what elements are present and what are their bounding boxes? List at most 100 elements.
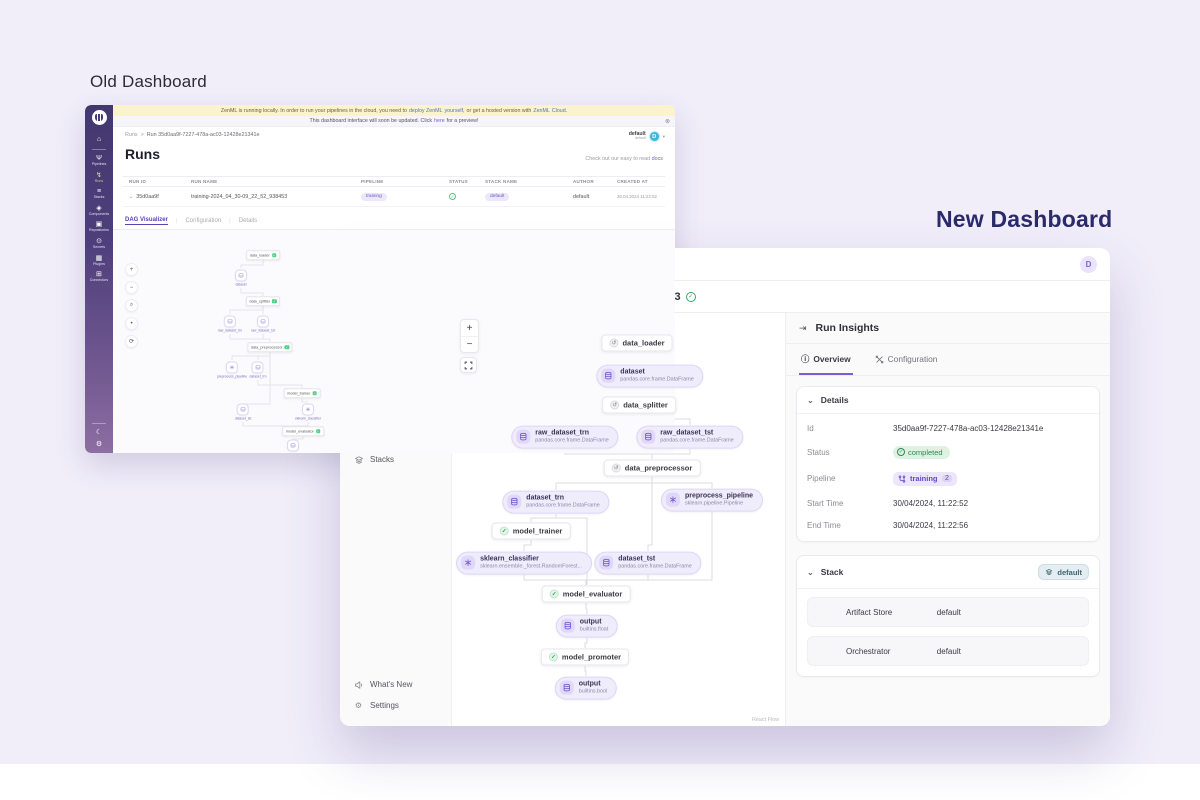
sidebar-item-settings[interactable]: ⚙ Settings [354,701,399,710]
step-node-data-splitter[interactable]: ↺ data_splitter [602,396,676,414]
breadcrumb-runs[interactable]: Runs [125,132,138,138]
refresh-button[interactable]: ⟳ [125,335,138,348]
old-step-node[interactable]: model_evaluator ✓ [282,426,324,436]
stack-row-artifact-store[interactable]: Artifact Store default [807,597,1089,627]
old-dag-controls: + − ⌕ • ⟳ [125,263,138,348]
update-banner: This dashboard interface will soon be up… [113,116,675,127]
pipeline-badge[interactable]: training 2 [893,471,958,486]
pipeline-badge[interactable]: training [361,192,387,201]
old-artifact-node[interactable]: ⛁output [287,439,299,453]
sidebar-item-secrets[interactable]: ⊙ Secrets [92,237,106,249]
sidebar-item-repositories[interactable]: ▣ Repositories [89,221,109,233]
dag-canvas[interactable]: + − ↺ data_loader dataset pandas.core.fram… [452,313,785,726]
artifact-node-preprocess-pipeline[interactable]: preprocess_pipeline sklearn.pipeline.Pipe… [660,488,764,512]
stack-card-header[interactable]: ⌄ Stack default [797,556,1099,589]
fit-view-button[interactable] [460,357,477,373]
docs-link[interactable]: docs [651,156,663,162]
sidebar-item-components[interactable]: ◈ Components [88,204,110,216]
stacks-icon [1046,569,1053,576]
old-step-node[interactable]: data_splitter ✓ [245,296,281,306]
stack-row-orchestrator[interactable]: Orchestrator default [807,636,1089,666]
tab-configuration[interactable]: Configuration [185,218,222,224]
sidebar-item-whats-new[interactable]: What's New [347,674,444,695]
avatar[interactable]: D [1080,255,1097,273]
panel-title: Run Insights [815,322,880,334]
stack-default-badge[interactable]: default [1038,564,1089,580]
database-icon [599,556,614,570]
database-icon: ⛁ [287,439,299,452]
tab-details[interactable]: Details [238,218,258,224]
zenml-link[interactable]: ZenML [533,107,550,114]
old-dag-canvas[interactable]: + − ⌕ • ⟳ [113,229,675,453]
fit-view-button[interactable]: ⌕ [125,299,138,312]
step-node-model-promoter[interactable]: ✓ model_promoter [540,648,630,666]
step-node-data-loader[interactable]: ↺ data_loader [601,334,673,352]
old-artifact-node[interactable]: ✳ sklearn_classifier [295,403,321,421]
old-artifact-node[interactable]: ⛁ dataset_tst [235,403,251,421]
avatar[interactable]: D [648,131,660,142]
new-dashboard-window: D 8a7fab43-37... ⇤ training-2024_04_30-0… [340,248,1110,726]
zoom-in-button[interactable]: + [466,322,473,334]
stacks-icon: ≡ [96,188,102,196]
react-flow-attribution[interactable]: React Flow [752,717,779,723]
lock-button[interactable]: • [125,317,138,330]
artifact-node-raw-dataset-tst[interactable]: raw_dataset_tst pandas.core.frame.DataFra… [636,425,744,449]
old-step-node[interactable]: model_trainer ✓ [283,388,321,398]
megaphone-icon [353,680,364,690]
zenml-logo[interactable] [91,110,107,125]
yourself-link[interactable]: yourself, [444,107,465,114]
old-artifact-node[interactable]: ⛁ raw_dataset_trn [218,315,242,333]
old-step-node[interactable]: data_loader ✓ [246,250,280,260]
page-bottom-strip [0,764,1200,800]
step-node-model-evaluator[interactable]: ✓ model_evaluator [541,585,631,603]
status-badge: ✓ completed [893,445,950,459]
sidebar-item-pipelines[interactable]: Ψ Pipelines [91,155,107,166]
details-card: ⌄ Details Id 35d0aa9f-7227-478a-ac03-124… [796,386,1100,542]
old-artifact-node[interactable]: ⛁ dataset [235,269,247,287]
zoom-out-button[interactable]: − [461,336,478,352]
table-row[interactable]: ⌄ 35d0aa9f training-2024_04_30-09_22_52_9… [123,187,665,207]
tab-dag-visualizer[interactable]: DAG Visualizer [125,217,168,225]
database-icon [560,619,575,633]
stack-badge[interactable]: default [485,192,510,201]
details-card-header[interactable]: ⌄ Details [797,387,1099,414]
expand-row-icon[interactable]: ⌄ [129,193,134,200]
gear-icon: ⚙ [354,701,363,710]
step-cached-icon: ↺ [609,338,619,348]
deploy-zenml-link[interactable]: deploy ZenML [408,107,443,114]
settings-button[interactable]: ⚙ [96,441,102,448]
artifact-node-output-float[interactable]: output builtins.float [555,614,619,638]
zoom-out-button[interactable]: − [125,281,138,294]
old-artifact-node[interactable]: ⛁ raw_dataset_tst [251,315,275,333]
sidebar-item-runs[interactable]: ↯ Runs [94,171,104,183]
detail-row-end-time: End Time 30/04/2024, 11:22:56 [807,520,969,530]
old-artifact-node[interactable]: ⛁ dataset_trn [250,361,266,379]
sidebar-divider [92,423,106,424]
artifact-node-dataset-tst[interactable]: dataset_tst pandas.core.frame.DataFrame [594,551,702,575]
artifact-node-dataset-trn[interactable]: dataset_trn pandas.core.frame.DataFrame [502,490,610,514]
step-node-data-preprocessor[interactable]: ↺ data_preprocessor [603,459,701,477]
sidebar-item-stacks[interactable]: Stacks [347,449,444,470]
artifact-node-sklearn-classifier[interactable]: sklearn_classifier sklearn.ensemble._fore… [456,551,592,575]
theme-toggle[interactable]: ☾ [96,429,102,436]
sidebar-item-plugins[interactable]: ▦ Plugins [93,254,105,266]
collapse-panel-icon[interactable]: ⇥ [799,322,807,333]
zoom-in-button[interactable]: + [125,263,138,276]
user-menu[interactable]: default default D ▾ [629,131,665,142]
tab-overview[interactable]: ⓘ Overview [799,344,853,375]
run-insights-panel: ⇥ Run Insights ⓘ Overview Configuration … [785,313,1110,726]
tab-configuration[interactable]: Configuration [873,344,940,375]
sidebar-item-connectors[interactable]: ⊞ Connectors [89,271,109,283]
old-step-node[interactable]: data_preprocessor ✓ [247,342,293,352]
user-name: default [628,130,646,137]
sidebar-item-home[interactable]: ⌂ [97,136,101,143]
artifact-node-dataset[interactable]: dataset pandas.core.frame.DataFrame [596,364,704,388]
close-icon[interactable]: ⊗ [664,118,670,125]
step-node-model-trainer[interactable]: ✓ model_trainer [491,522,571,540]
artifact-node-output-bool[interactable]: output builtins.bool [554,676,618,700]
old-artifact-node[interactable]: ✳ preprocess_pipeline [217,361,247,379]
zenml-cloud-link[interactable]: Cloud. [551,107,568,114]
sidebar-item-stacks[interactable]: ≡ Stacks [93,188,105,200]
preview-here-link[interactable]: here [434,118,445,124]
artifact-node-raw-dataset-trn[interactable]: raw_dataset_trn pandas.core.frame.DataFra… [511,425,619,449]
